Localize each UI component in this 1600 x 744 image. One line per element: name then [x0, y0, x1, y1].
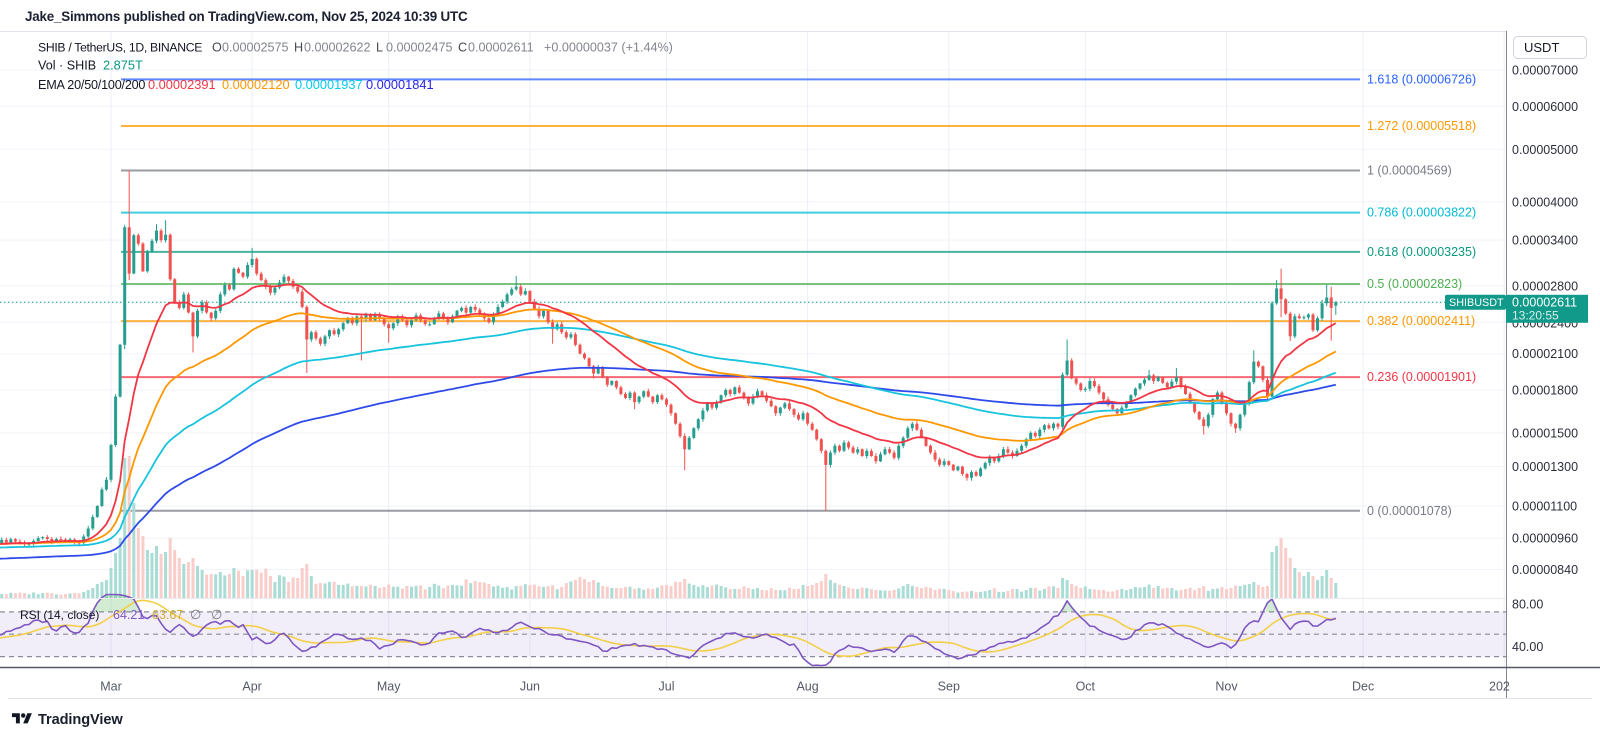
- svg-text:1.272 (0.00005518): 1.272 (0.00005518): [1367, 119, 1476, 133]
- svg-text:63.67: 63.67: [152, 608, 183, 622]
- svg-text:0.00001937: 0.00001937: [295, 77, 363, 92]
- svg-text:SHIB / TetherUS, 1D, BINANCE: SHIB / TetherUS, 1D, BINANCE: [38, 41, 202, 55]
- svg-text:0.00002575: 0.00002575: [222, 41, 289, 55]
- svg-text:202: 202: [1489, 680, 1510, 694]
- svg-text:0.00005000: 0.00005000: [1512, 143, 1578, 157]
- svg-text:Jake_Simmons published on Trad: Jake_Simmons published on TradingView.co…: [25, 9, 468, 24]
- svg-text:0.00002100: 0.00002100: [1512, 347, 1578, 361]
- svg-text:Apr: Apr: [242, 680, 261, 694]
- svg-text:0.00006000: 0.00006000: [1512, 100, 1578, 114]
- svg-text:Sep: Sep: [938, 680, 960, 694]
- svg-text:1 (0.00004569): 1 (0.00004569): [1367, 164, 1452, 178]
- svg-text:0.382 (0.00002411): 0.382 (0.00002411): [1367, 314, 1475, 328]
- svg-text:∅: ∅: [190, 607, 201, 622]
- svg-text:0.00004000: 0.00004000: [1512, 195, 1578, 209]
- svg-text:0.00001100: 0.00001100: [1512, 500, 1577, 514]
- svg-text:2.875T: 2.875T: [103, 58, 143, 73]
- svg-text:Nov: Nov: [1215, 680, 1238, 694]
- svg-text:Jul: Jul: [659, 680, 675, 694]
- svg-text:Aug: Aug: [796, 680, 818, 694]
- svg-text:0.618 (0.00003235): 0.618 (0.00003235): [1367, 245, 1476, 259]
- svg-text:0.00000960: 0.00000960: [1512, 532, 1578, 546]
- svg-text:Vol · SHIB: Vol · SHIB: [38, 59, 96, 73]
- svg-text:0.00002475: 0.00002475: [386, 41, 453, 55]
- svg-text:0.00002611: 0.00002611: [1512, 295, 1577, 309]
- svg-text:13:20:55: 13:20:55: [1512, 308, 1559, 322]
- svg-text:Jun: Jun: [520, 680, 540, 694]
- svg-text:Mar: Mar: [100, 680, 122, 694]
- svg-text:+0.00000037 (+1.44%): +0.00000037 (+1.44%): [544, 41, 673, 55]
- svg-text:SHIBUSDT: SHIBUSDT: [1449, 297, 1504, 309]
- svg-text:0.00001500: 0.00001500: [1512, 426, 1578, 440]
- svg-text:May: May: [377, 680, 401, 694]
- svg-text:Oct: Oct: [1076, 680, 1096, 694]
- svg-text:0.00007000: 0.00007000: [1512, 64, 1578, 78]
- svg-text:H: H: [294, 41, 303, 55]
- svg-text:0.00001800: 0.00001800: [1512, 384, 1578, 398]
- svg-text:0.00001841: 0.00001841: [366, 77, 434, 92]
- svg-text:0.5 (0.00002823): 0.5 (0.00002823): [1367, 277, 1462, 291]
- svg-text:0.00002391: 0.00002391: [148, 77, 216, 92]
- svg-text:0.00002800: 0.00002800: [1512, 279, 1578, 293]
- svg-text:USDT: USDT: [1524, 40, 1559, 55]
- svg-text:0.00002622: 0.00002622: [304, 41, 371, 55]
- svg-text:0.00002120: 0.00002120: [222, 77, 290, 92]
- svg-text:L: L: [376, 41, 383, 55]
- svg-text:RSI (14, close): RSI (14, close): [20, 608, 99, 622]
- svg-text:64.21: 64.21: [113, 608, 144, 622]
- svg-text:O: O: [212, 41, 222, 55]
- svg-text:80.00: 80.00: [1512, 597, 1543, 611]
- svg-text:C: C: [458, 41, 467, 55]
- svg-text:0 (0.00001078): 0 (0.00001078): [1367, 504, 1452, 518]
- svg-text:∅: ∅: [211, 607, 222, 622]
- svg-text:0.786 (0.00003822): 0.786 (0.00003822): [1367, 206, 1476, 220]
- svg-text:0.00002611: 0.00002611: [468, 41, 534, 55]
- svg-text:EMA 20/50/100/200: EMA 20/50/100/200: [38, 78, 145, 92]
- svg-text:0.00003400: 0.00003400: [1512, 234, 1578, 248]
- svg-text:Dec: Dec: [1352, 680, 1374, 694]
- svg-text:0.00001300: 0.00001300: [1512, 460, 1578, 474]
- svg-text:1.618 (0.00006726): 1.618 (0.00006726): [1367, 72, 1476, 86]
- svg-text:0.00000840: 0.00000840: [1512, 563, 1578, 577]
- svg-text:40.00: 40.00: [1512, 640, 1543, 654]
- svg-text:TradingView: TradingView: [38, 712, 123, 728]
- svg-text:0.236 (0.00001901): 0.236 (0.00001901): [1367, 370, 1476, 384]
